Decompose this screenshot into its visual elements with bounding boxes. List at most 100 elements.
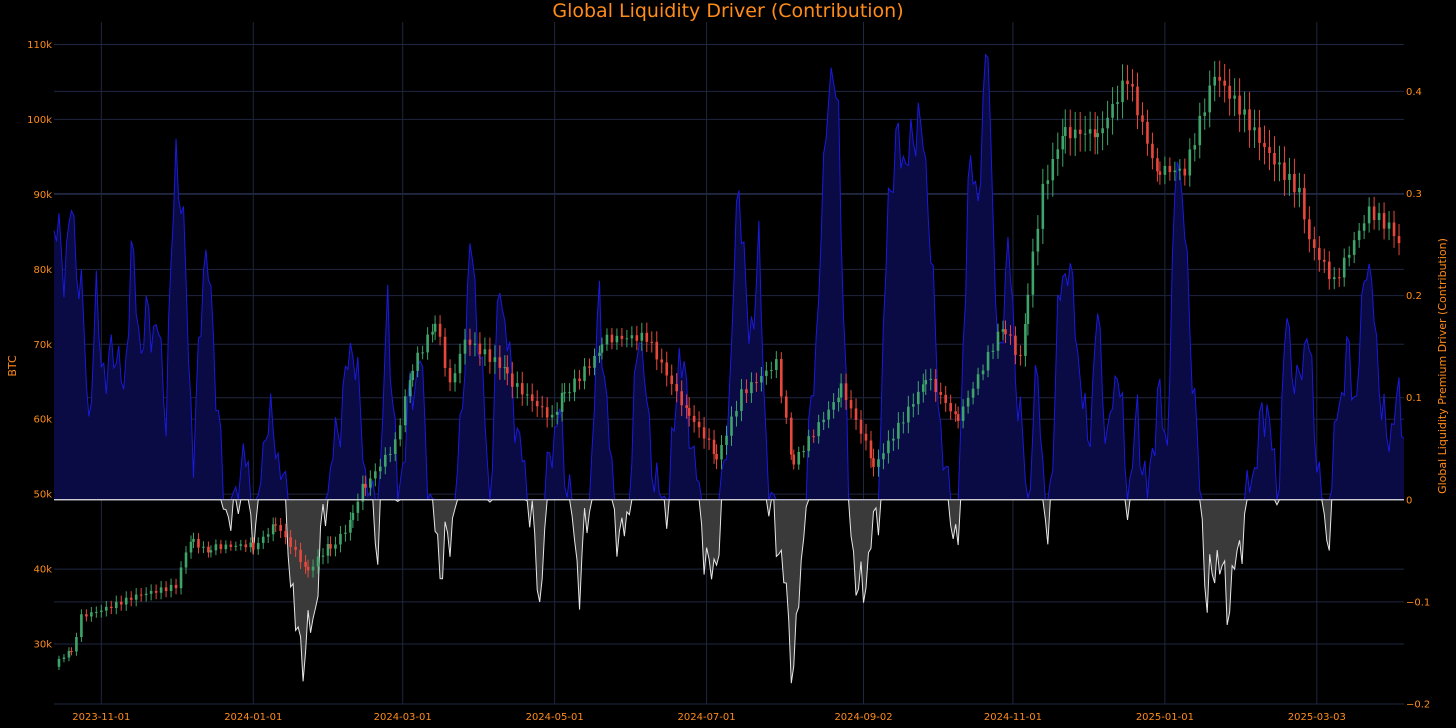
candle-body (692, 415, 696, 422)
candle-body (1213, 76, 1217, 86)
liquidity-negative-line (54, 499, 1404, 684)
right-tick-label: 0.1 (1406, 393, 1422, 404)
candle-body (872, 458, 875, 467)
left-tick-label: 110k (27, 40, 52, 51)
candle-body (588, 366, 591, 368)
candle-body (426, 334, 429, 353)
candle-body (1046, 180, 1050, 184)
candle-body (530, 394, 534, 401)
right-axis: −0.2 −0.1 0 0.1 0.2 0.3 0.4 (1406, 87, 1430, 711)
candle-body (1367, 206, 1371, 224)
candle-body (251, 542, 255, 550)
candle-body (95, 611, 98, 613)
candle-body (67, 651, 71, 658)
candle-body (540, 406, 544, 408)
candle-body (812, 436, 815, 438)
candle-body (361, 483, 365, 502)
candle-body (1183, 168, 1187, 176)
candle-body (179, 567, 183, 589)
candle-body (1258, 127, 1261, 143)
candle-body (1293, 173, 1296, 193)
candle-body (316, 556, 320, 567)
candle-body (702, 427, 706, 439)
candle-body (339, 533, 342, 545)
candle-body (660, 359, 664, 363)
candle-body (1088, 129, 1092, 134)
candle-body (1288, 173, 1291, 180)
candle-body (1001, 329, 1005, 332)
candle-body (665, 362, 669, 376)
candle-body (939, 392, 943, 395)
candle-body (219, 544, 223, 550)
candle-body (202, 546, 205, 548)
candle-body (598, 352, 601, 356)
candle-body (902, 422, 905, 424)
candle-body (1131, 84, 1134, 87)
candle-body (1151, 143, 1154, 159)
candle-body (650, 341, 654, 343)
candle-body (304, 561, 307, 567)
candle-body (274, 524, 277, 526)
candle-body (1322, 259, 1326, 262)
right-tick-label: 0 (1406, 495, 1412, 506)
candle-body (535, 400, 539, 407)
candle-body (822, 419, 825, 423)
candle-body (356, 501, 360, 513)
candle-body (1146, 121, 1149, 144)
candle-body (349, 519, 352, 533)
candle-body (625, 338, 629, 340)
candle-body (294, 546, 297, 550)
x-tick-label: 2024-09-02 (834, 712, 892, 723)
candle-body (1318, 247, 1321, 260)
candle-body (57, 658, 61, 667)
left-tick-label: 50k (33, 490, 52, 501)
candle-body (912, 404, 915, 407)
candle-body (124, 597, 128, 605)
candle-body (453, 373, 457, 383)
candle-body (197, 538, 200, 548)
candle-body (1061, 136, 1065, 150)
candle-body (114, 601, 118, 609)
candle-body (1106, 117, 1109, 129)
candle-body (311, 566, 315, 571)
candle-body (284, 530, 287, 538)
candle-body (1116, 102, 1119, 104)
x-tick-label: 2024-01-01 (224, 712, 282, 723)
candle-body (956, 414, 960, 421)
candle-body (784, 396, 788, 418)
candle-body (374, 471, 377, 479)
btc-candles (57, 60, 1401, 670)
right-tick-label: 0.3 (1406, 189, 1422, 200)
candle-body (378, 466, 382, 472)
candle-body (645, 332, 649, 342)
right-tick-label: 0.2 (1406, 291, 1422, 302)
candle-body (1163, 165, 1167, 175)
candle-body (837, 397, 840, 403)
candle-body (635, 335, 639, 341)
candle-body (1188, 149, 1192, 176)
candle-body (966, 397, 970, 407)
candle-body (403, 396, 407, 426)
candle-body (996, 331, 1000, 351)
candle-body (209, 550, 213, 553)
candle-body (244, 544, 248, 548)
candle-body (416, 352, 419, 371)
candle-body (289, 537, 292, 547)
candle-body (839, 383, 843, 398)
candle-body (854, 408, 858, 420)
candle-body (770, 370, 773, 372)
candle-body (1036, 228, 1040, 252)
candle-body (620, 335, 624, 339)
left-axis: 30k 40k 50k 60k 70k 80k 90k 100k 110k (27, 40, 52, 651)
candle-body (1096, 133, 1099, 138)
candle-body (90, 612, 93, 617)
candle-body (730, 416, 733, 436)
candle-body (680, 391, 683, 406)
candle-body (545, 407, 549, 418)
candle-body (1156, 158, 1159, 172)
candle-body (934, 378, 938, 393)
candle-body (1362, 223, 1366, 231)
candle-body (1372, 206, 1376, 220)
candle-body (745, 389, 748, 394)
